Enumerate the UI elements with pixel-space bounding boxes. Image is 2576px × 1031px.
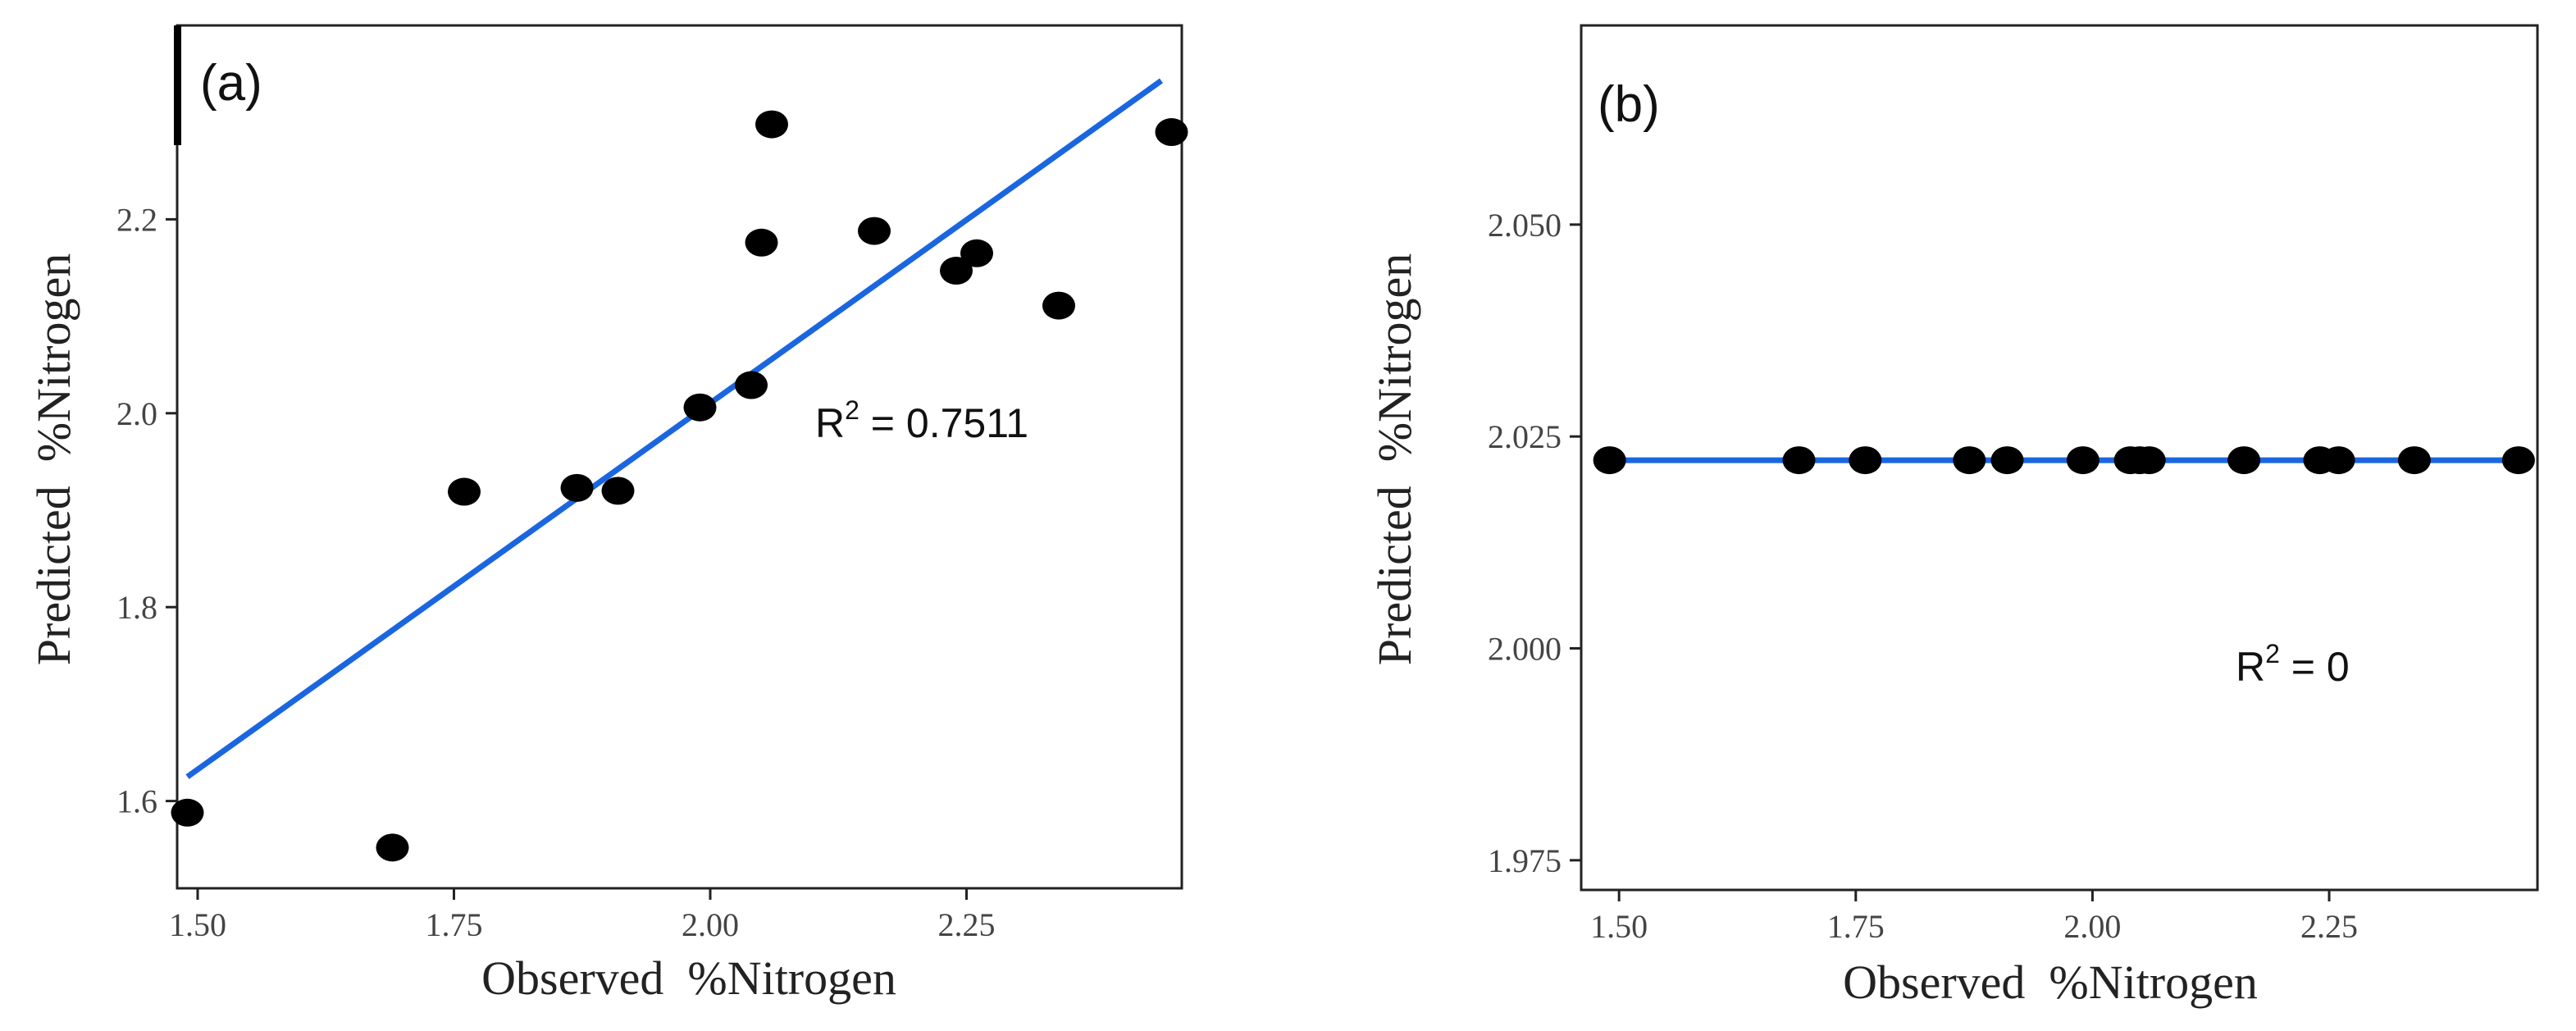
panel-b-point-11 (2322, 446, 2355, 475)
panel-b-point-3 (1953, 446, 1986, 475)
panel-a-regression-line (185, 78, 1164, 779)
panel-a-x-tick-label-3: 2.25 (938, 906, 996, 943)
panel-a-r-squared: R2 = 0.7511 (815, 395, 1028, 446)
panel-a-point-8 (755, 110, 788, 139)
panel-b-r2-superscript: 2 (2265, 639, 2280, 668)
panel-a-x-ticks: 1.50 1.75 2.00 2.25 (169, 888, 996, 943)
panel-a-y-tick-label-2: 2.0 (116, 395, 157, 432)
panel-a-x-tick-label-2: 2.00 (682, 906, 739, 943)
panel-a-point-11 (960, 239, 993, 267)
panel-b-x-tick-label-1: 1.75 (1827, 908, 1885, 945)
panel-a-point-4 (601, 477, 635, 505)
panel-a-y-axis-title: Predicted %Nitrogen (27, 253, 80, 666)
panel-a-label: (a) (200, 55, 262, 112)
panel-a-point-12 (1042, 291, 1075, 320)
panel-a-point-7 (745, 228, 778, 257)
panel-b-x-tick-label-3: 2.25 (2300, 908, 2358, 945)
panel-a-point-3 (560, 473, 594, 502)
panel-b-point-2 (1849, 446, 1882, 475)
panel-a-points (171, 110, 1188, 862)
panel-b-point-0 (1593, 446, 1626, 475)
panel-a-left-edge-mark (174, 25, 181, 145)
panel-a-point-0 (171, 798, 204, 827)
panel-b-r2-value: = 0 (2280, 644, 2350, 690)
panel-b-label: (b) (1598, 76, 1660, 133)
panel-a-point-10 (940, 257, 973, 285)
panel-b-plot-area (1580, 24, 2539, 892)
panel-a-x-tick-label-0: 1.50 (169, 906, 226, 943)
panel-b-x-axis-title: Observed %Nitrogen (1843, 956, 2258, 1009)
panel-b-y-ticks: 1.975 2.000 2.025 2.050 (1488, 207, 1581, 879)
panel-a-x-tick-label-1: 1.75 (426, 906, 483, 943)
panel-b-r-squared: R2 = 0 (2236, 639, 2350, 690)
panel-b-point-1 (1782, 446, 1816, 475)
panel-a-r2-superscript: 2 (845, 395, 859, 425)
panel-a-point-9 (858, 217, 891, 245)
panel-b-points (1593, 446, 2535, 475)
panel-b-y-tick-label-3: 2.050 (1488, 207, 1562, 244)
panel-b-x-ticks: 1.50 1.75 2.00 2.25 (1590, 890, 2358, 945)
panel-b-point-8 (2132, 446, 2166, 475)
panel-a-point-2 (448, 477, 481, 506)
panel-b-y-tick-label-2: 2.025 (1488, 418, 1562, 455)
panel-b-y-axis-title: Predicted %Nitrogen (1368, 253, 1421, 666)
panel-a-r2-value: = 0.7511 (859, 400, 1028, 446)
panel-b-point-9 (2227, 446, 2261, 475)
panel-a-point-13 (1155, 118, 1188, 147)
panel-b-point-13 (2501, 446, 2535, 475)
panel-a-x-axis-title: Observed %Nitrogen (481, 951, 896, 1005)
panel-b-point-4 (1990, 446, 2024, 475)
panel-a-y-tick-label-1: 1.8 (116, 589, 157, 626)
panel-a-y-tick-label-0: 1.6 (116, 783, 157, 820)
panel-a-y-tick-label-3: 2.2 (116, 201, 157, 238)
panel-a-point-5 (683, 393, 717, 422)
panel-b-y-tick-label-1: 2.000 (1488, 631, 1562, 668)
panel-a-plot-area (176, 24, 1183, 890)
panel-b-point-5 (2066, 446, 2100, 475)
panel-a-chart: 1.50 1.75 2.00 2.25 1.6 1.8 2.0 2.2 (a) R2 = 0… (27, 24, 1188, 1005)
panel-b-x-tick-label-2: 2.00 (2063, 908, 2121, 945)
panel-b-r2-letter: R (2236, 644, 2265, 690)
panel-b-point-12 (2397, 446, 2431, 475)
panel-b-chart: 1.50 1.75 2.00 2.25 1.975 2.000 2.025 2.050 (b… (1368, 24, 2539, 1009)
panel-b-y-tick-label-0: 1.975 (1488, 842, 1562, 879)
panel-a-point-6 (735, 371, 768, 399)
panel-a-point-1 (376, 833, 409, 862)
panel-b-x-tick-label-0: 1.50 (1590, 908, 1648, 945)
panel-a-r2-letter: R (815, 400, 845, 446)
panel-a-y-ticks: 1.6 1.8 2.0 2.2 (116, 201, 177, 820)
